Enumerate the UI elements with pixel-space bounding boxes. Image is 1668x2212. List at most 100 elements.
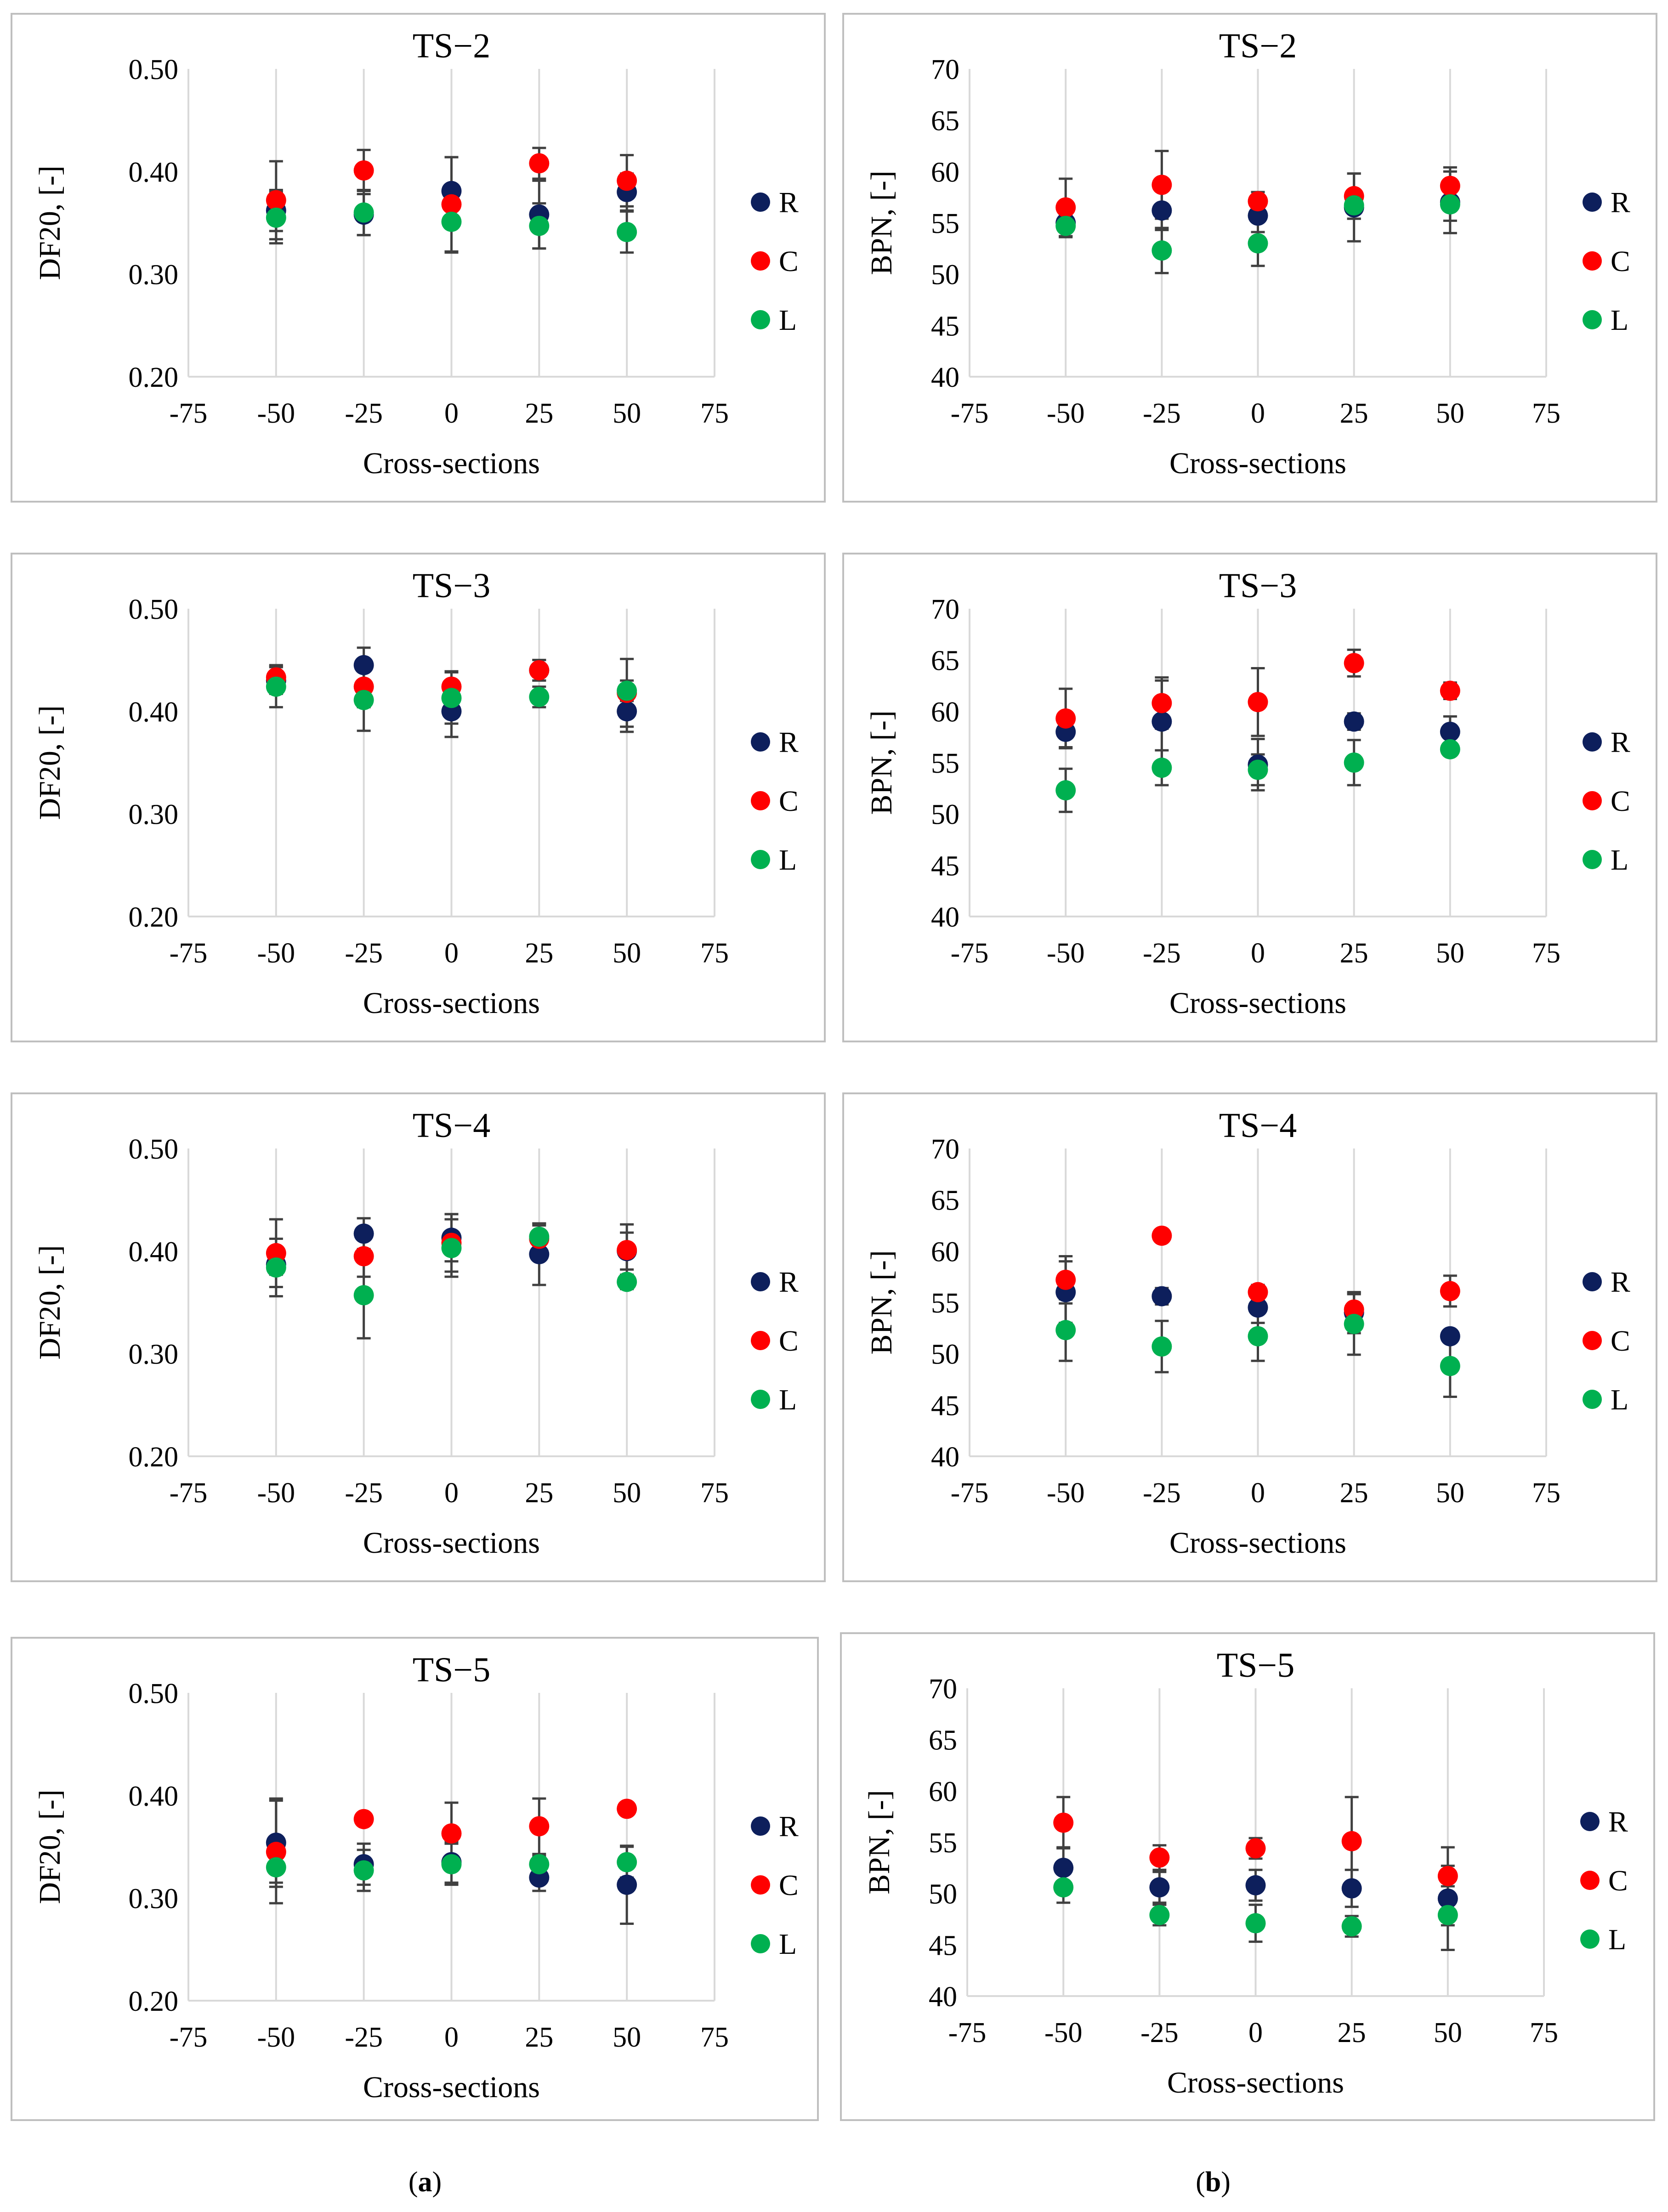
x-tick-label: 50 xyxy=(1436,938,1464,969)
x-tick-label: 0 xyxy=(1251,398,1265,429)
data-point-l xyxy=(1341,1916,1362,1937)
data-point-r xyxy=(529,1244,550,1265)
x-tick-label: -75 xyxy=(951,398,989,429)
data-point-c xyxy=(1248,692,1268,713)
data-point-l xyxy=(1248,1326,1268,1346)
y-tick-label: 60 xyxy=(931,157,959,188)
chart-title: TS−5 xyxy=(413,1651,491,1689)
x-axis-label: Cross-sections xyxy=(363,1526,540,1560)
legend-label: L xyxy=(1611,1383,1628,1416)
y-tick-label: 60 xyxy=(931,696,959,728)
x-tick-label: 25 xyxy=(525,938,553,969)
y-tick-label: 50 xyxy=(931,1339,959,1370)
y-tick-label: 40 xyxy=(931,902,959,933)
y-tick-label: 0.20 xyxy=(129,902,179,933)
legend-label: L xyxy=(779,304,797,336)
data-point-l xyxy=(617,1272,637,1292)
x-tick-label: -25 xyxy=(1143,1477,1181,1509)
data-point-l xyxy=(1344,1313,1364,1334)
y-tick-label: 45 xyxy=(931,850,959,882)
data-point-c xyxy=(1440,175,1460,196)
legend-marker-l xyxy=(751,310,770,329)
data-point-l xyxy=(1440,739,1460,759)
x-tick-label: 0 xyxy=(444,938,459,969)
data-point-c xyxy=(1053,1812,1074,1833)
y-axis-label: BPN, [-] xyxy=(865,170,898,275)
x-tick-label: -25 xyxy=(345,2022,383,2053)
data-point-l xyxy=(266,1257,286,1278)
data-point-l xyxy=(1055,780,1076,801)
y-tick-label: 70 xyxy=(931,594,959,625)
data-point-l xyxy=(1248,233,1268,254)
data-point-c xyxy=(1440,1281,1460,1301)
y-axis-label: DF20, [-] xyxy=(33,1789,67,1904)
chart-title: TS−3 xyxy=(1219,566,1297,605)
legend-label: R xyxy=(1611,726,1630,758)
x-axis-label: Cross-sections xyxy=(1169,1526,1346,1560)
legend-label: L xyxy=(1611,843,1628,876)
legend-marker-c xyxy=(1580,1871,1600,1890)
x-tick-label: 25 xyxy=(525,1477,553,1509)
data-point-l xyxy=(1152,240,1172,261)
data-point-l xyxy=(353,202,374,223)
chart-panels: TS−2 0.20 0.30 0.40 0.50 -75 -50 -25 0 25 50 75 Cros… xyxy=(11,13,1657,2121)
data-point-c xyxy=(617,1240,637,1261)
legend-marker-l xyxy=(1583,850,1602,869)
legend-marker-c xyxy=(1583,251,1602,271)
chart-title: TS−4 xyxy=(413,1106,491,1145)
data-point-l xyxy=(1053,1877,1074,1898)
data-point-l xyxy=(529,1854,550,1874)
legend-marker-c xyxy=(1583,791,1602,810)
data-point-l xyxy=(529,215,550,236)
x-axis-label: Cross-sections xyxy=(1169,447,1346,480)
legend-marker-c xyxy=(751,1875,770,1895)
panel-frame xyxy=(840,1632,1655,2121)
data-point-c xyxy=(266,190,286,210)
x-axis-label: Cross-sections xyxy=(363,447,540,480)
x-tick-label: 25 xyxy=(1340,1477,1368,1509)
chart-title: TS−2 xyxy=(413,27,491,65)
data-point-c xyxy=(266,1842,286,1862)
y-tick-label: 0.20 xyxy=(129,362,179,393)
data-point-r xyxy=(617,701,637,722)
y-tick-label: 0.40 xyxy=(129,1236,179,1267)
y-tick-label: 65 xyxy=(931,1185,959,1216)
y-tick-label: 40 xyxy=(931,1442,959,1473)
data-point-l xyxy=(1055,1320,1076,1341)
y-tick-label: 50 xyxy=(931,260,959,291)
y-tick-label: 55 xyxy=(931,208,959,239)
data-point-c xyxy=(1437,1866,1458,1886)
data-point-r xyxy=(1341,1878,1362,1899)
y-tick-label: 70 xyxy=(931,1134,959,1165)
legend-label: C xyxy=(1611,1324,1630,1357)
y-tick-label: 55 xyxy=(931,1288,959,1319)
data-point-r xyxy=(1440,1326,1460,1346)
y-tick-label: 0.40 xyxy=(129,1781,179,1812)
y-tick-label: 0.30 xyxy=(129,1339,179,1370)
x-tick-label: -75 xyxy=(170,938,208,969)
x-tick-label: 75 xyxy=(700,2022,729,2053)
data-point-l xyxy=(441,211,462,232)
data-point-l xyxy=(617,222,637,243)
legend-marker-l xyxy=(1580,1929,1600,1949)
y-tick-label: 0.30 xyxy=(129,1884,179,1915)
x-tick-label: -25 xyxy=(345,398,383,429)
legend-label: C xyxy=(779,785,799,817)
panel-frame xyxy=(11,553,826,1042)
y-tick-label: 40 xyxy=(929,1981,957,2013)
x-tick-label: -25 xyxy=(1140,2017,1179,2048)
data-point-l xyxy=(1440,1356,1460,1376)
data-point-r xyxy=(1248,205,1268,226)
y-tick-label: 50 xyxy=(929,1879,957,1910)
legend-marker-l xyxy=(751,1934,770,1953)
chart-panel: TS−3 40 45 50 55 60 65 70 -75 -50 -25 0 25 50 75 Cross-… xyxy=(842,553,1657,1042)
legend-label: R xyxy=(779,186,799,219)
data-point-c xyxy=(1152,693,1172,713)
data-point-l xyxy=(1248,759,1268,780)
x-tick-label: 75 xyxy=(700,938,729,969)
x-tick-label: 0 xyxy=(444,398,459,429)
x-tick-label: 75 xyxy=(1532,938,1560,969)
x-tick-label: 50 xyxy=(613,1477,641,1509)
data-point-l xyxy=(441,1238,462,1258)
x-tick-label: -50 xyxy=(1044,2017,1083,2048)
